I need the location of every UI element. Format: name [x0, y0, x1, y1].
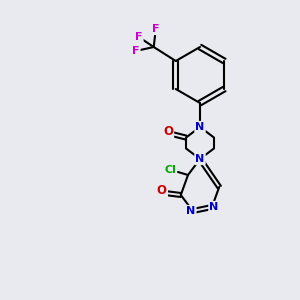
Text: N: N [195, 122, 205, 132]
Text: F: F [135, 32, 142, 42]
Text: O: O [163, 125, 173, 138]
Text: O: O [157, 184, 167, 197]
Text: N: N [209, 202, 219, 212]
Text: F: F [132, 46, 140, 56]
Text: N: N [186, 206, 195, 216]
Text: N: N [195, 154, 205, 164]
Text: F: F [152, 24, 160, 34]
Text: Cl: Cl [164, 165, 176, 175]
